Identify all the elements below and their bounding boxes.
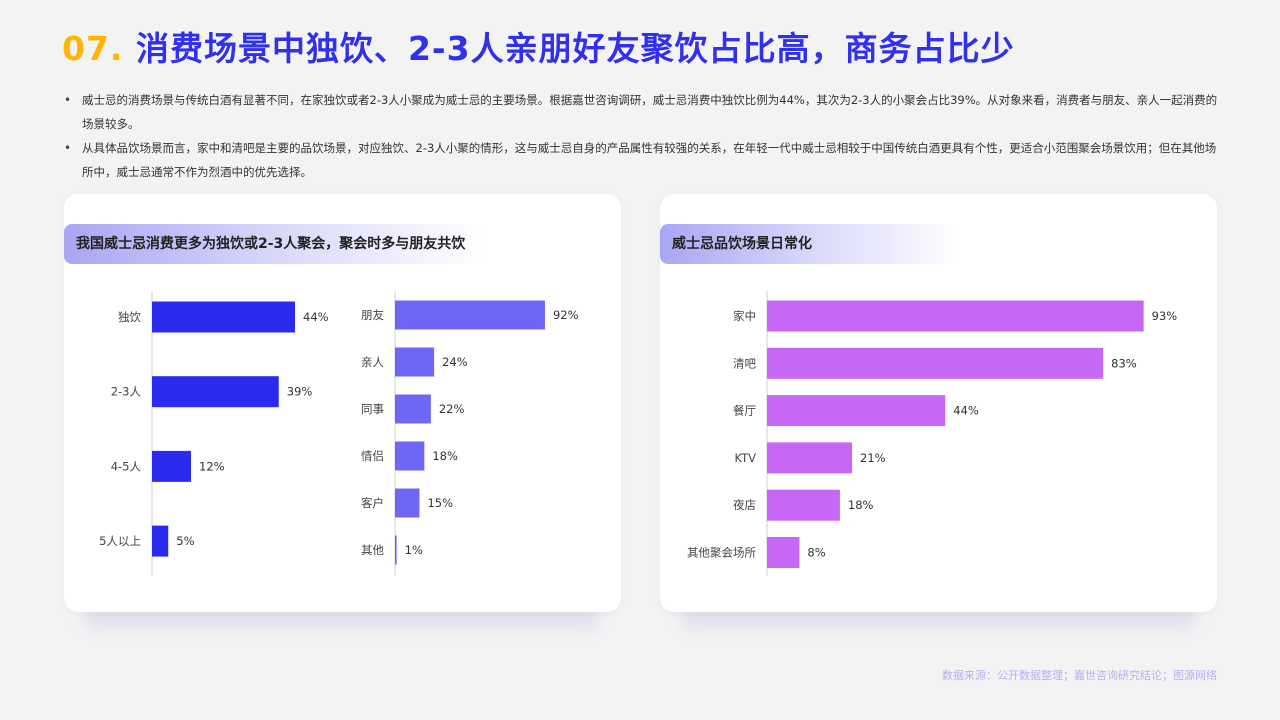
category-label-2-2: 餐厅: [733, 404, 756, 418]
left-chart-card: 我国威士忌消费更多为独饮或2-3人聚会，聚会时多与朋友共饮 独饮 44% 2-3人 3…: [64, 194, 621, 612]
category-label-0-1: 2-3人: [111, 385, 142, 399]
data-source-note: 数据来源：公开数据整理；嘉世咨询研究结论；图源网络: [942, 669, 1217, 682]
bar-0-0: [152, 301, 295, 333]
section-number: 07.: [62, 29, 124, 68]
value-label-1-3: 18%: [432, 449, 458, 463]
bar-1-2: [395, 394, 431, 424]
category-label-1-4: 客户: [361, 496, 384, 510]
left-card-title: 我国威士忌消费更多为独饮或2-3人聚会，聚会时多与朋友共饮: [64, 224, 484, 264]
value-label-1-2: 22%: [439, 402, 465, 416]
category-label-2-1: 清吧: [733, 356, 756, 370]
category-label-1-1: 亲人: [361, 355, 384, 369]
bar-1-1: [395, 347, 435, 377]
value-label-0-2: 12%: [199, 459, 225, 473]
value-label-2-5: 8%: [807, 546, 825, 560]
value-label-1-4: 15%: [427, 496, 453, 510]
value-label-1-1: 24%: [442, 355, 468, 369]
category-label-0-2: 4-5人: [111, 459, 142, 473]
value-label-2-3: 21%: [860, 451, 886, 465]
category-label-0-3: 5人以上: [99, 534, 141, 548]
chart-2: 家中 93% 清吧 83% 餐厅 44% KTV 21% 夜店 18% 其他聚会场所 8%: [687, 291, 1177, 576]
group-size-chart: 独饮 44% 2-3人 39% 4-5人 12% 5人以上 5% 朋友 92% 亲人 24% 同事 22%…: [99, 291, 579, 576]
category-label-1-5: 其他: [361, 543, 384, 557]
bar-0-1: [152, 376, 279, 408]
value-label-2-1: 83%: [1111, 356, 1137, 370]
bar-2-1: [767, 347, 1104, 379]
value-label-0-0: 44%: [303, 310, 329, 324]
bar-0-3: [152, 525, 169, 557]
value-label-0-1: 39%: [287, 385, 313, 399]
value-label-2-4: 18%: [848, 498, 874, 512]
bar-1-5: [395, 535, 397, 565]
value-label-2-2: 44%: [953, 404, 979, 418]
bar-1-0: [395, 300, 545, 330]
value-label-1-0: 92%: [553, 308, 579, 322]
bar-0-2: [152, 450, 191, 482]
right-card-title: 威士忌品饮场景日常化: [660, 224, 960, 264]
bullet-item-2: 从具体品饮场景而言，家中和清吧是主要的品饮场景，对应独饮、2-3人小聚的情形，这…: [62, 136, 1222, 184]
right-chart-card: 威士忌品饮场景日常化 家中 93% 清吧 83% 餐厅 44% KTV 21% 夜店 18% 其他聚…: [660, 194, 1217, 612]
category-label-2-4: 夜店: [733, 498, 756, 512]
bar-2-2: [767, 395, 946, 427]
bar-1-4: [395, 488, 420, 518]
category-label-1-3: 情侣: [361, 449, 384, 463]
category-label-2-3: KTV: [734, 451, 756, 465]
bar-2-4: [767, 489, 840, 521]
category-label-1-0: 朋友: [361, 308, 384, 322]
chart-1: 朋友 92% 亲人 24% 同事 22% 情侣 18% 客户 15% 其他 1%: [361, 291, 579, 576]
section-title: 消费场景中独饮、2-3人亲朋好友聚饮占比高，商务占比少: [135, 29, 1015, 68]
value-label-0-3: 5%: [176, 534, 194, 548]
category-label-1-2: 同事: [361, 402, 384, 416]
value-label-2-0: 93%: [1152, 309, 1178, 323]
category-label-2-5: 其他聚会场所: [687, 546, 756, 560]
bar-2-3: [767, 442, 853, 474]
bar-2-5: [767, 537, 800, 568]
page-title: 07. 消费场景中独饮、2-3人亲朋好友聚饮占比高，商务占比少: [62, 22, 1015, 70]
category-label-0-0: 独饮: [118, 310, 141, 324]
bar-2-0: [767, 300, 1144, 332]
chart-0: 独饮 44% 2-3人 39% 4-5人 12% 5人以上 5%: [99, 291, 329, 576]
category-label-2-0: 家中: [733, 309, 756, 323]
drinking-venue-chart: 家中 93% 清吧 83% 餐厅 44% KTV 21% 夜店 18% 其他聚会场所 8%: [687, 291, 1177, 576]
summary-bullets: 威士忌的消费场景与传统白酒有显著不同，在家独饮或者2-3人小聚成为威士忌的主要场…: [62, 88, 1222, 184]
value-label-1-5: 1%: [405, 543, 423, 557]
bullet-item-1: 威士忌的消费场景与传统白酒有显著不同，在家独饮或者2-3人小聚成为威士忌的主要场…: [62, 88, 1222, 136]
bar-1-3: [395, 441, 425, 471]
